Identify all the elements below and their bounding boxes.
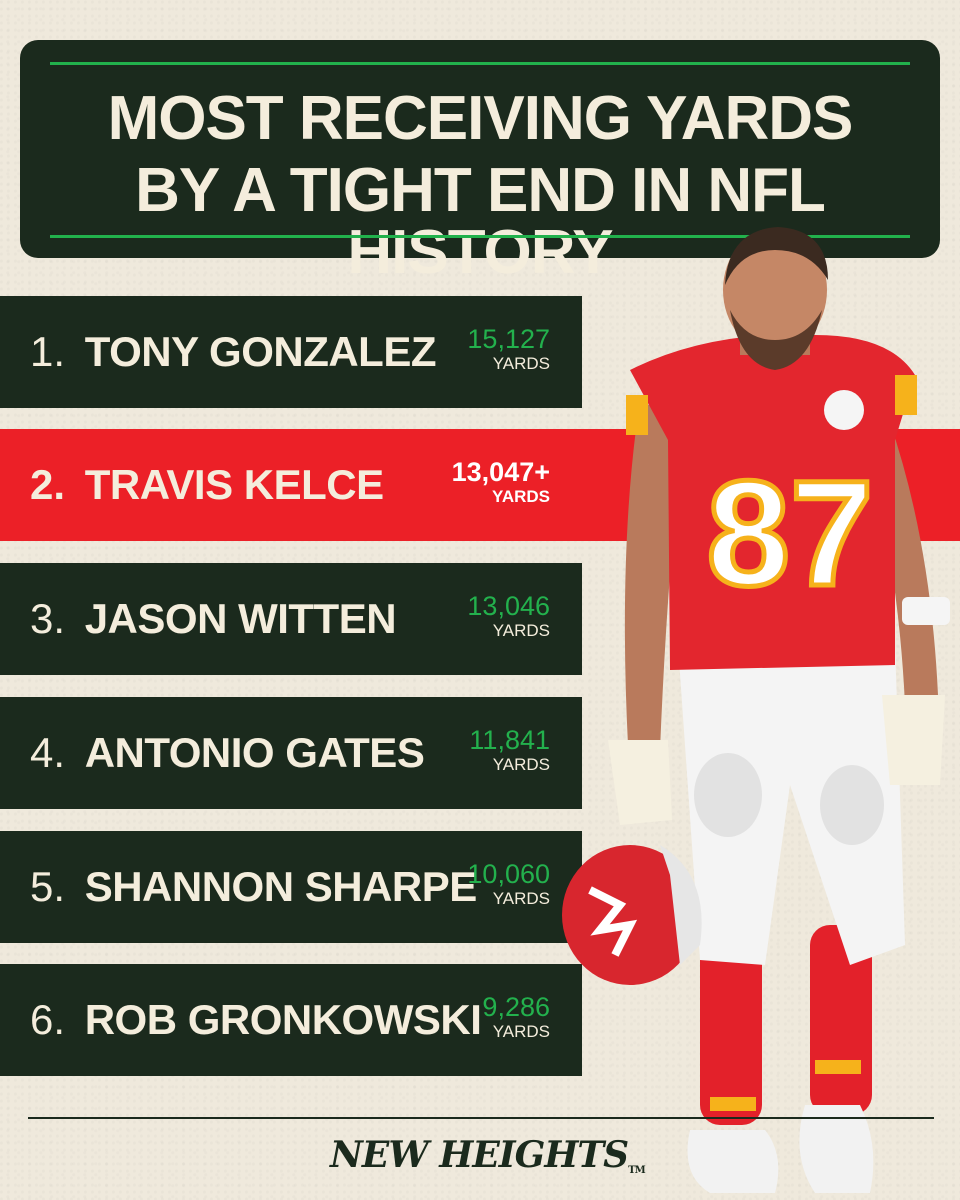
yards-unit: YARDS [492, 889, 550, 908]
ranking-row-5: 5. SHANNON SHARPE 10,060 YARDS [0, 831, 582, 943]
player-name: SHANNON SHARPE [84, 863, 478, 910]
ranking-player: 3. JASON WITTEN [30, 563, 397, 675]
rank-number: 4. [30, 729, 66, 776]
player-photo: 87 [562, 227, 950, 1193]
ranking-player: 6. ROB GRONKOWSKI [30, 964, 482, 1076]
jersey-number: 87 [707, 449, 874, 617]
player-head [723, 228, 827, 352]
facemask [660, 845, 702, 965]
player-name: JASON WITTEN [84, 595, 397, 642]
title-banner: MOST RECEIVING YARDS BY A TIGHT END IN N… [20, 40, 940, 284]
player-name: TONY GONZALEZ [84, 328, 437, 375]
yards-value: 9,286 [482, 992, 550, 1022]
title-bottom-rule [50, 235, 910, 238]
title-top-rule [50, 62, 910, 65]
yards-value: 13,046 [467, 591, 550, 621]
yards-unit: YARDS [492, 1022, 550, 1041]
wristband [902, 597, 950, 625]
yards-stat: 15,127 YARDS [467, 326, 550, 374]
ranking-player: 1. TONY GONZALEZ [30, 296, 437, 408]
yards-stat: 11,841 YARDS [469, 727, 550, 775]
ranking-row-1: 1. TONY GONZALEZ 15,127 YARDS [0, 296, 582, 408]
title-line-2: BY A TIGHT END IN NFL HISTORY [135, 156, 826, 287]
yards-stat: 13,046 YARDS [467, 593, 550, 641]
nfl-patch-icon [824, 390, 864, 430]
yards-value: 11,841 [469, 725, 550, 755]
brand-logo: NEW HEIGHTSTM [330, 1134, 646, 1176]
ranking-player: 2. TRAVIS KELCE [30, 429, 384, 541]
hair [725, 227, 828, 285]
rank-number: 1. [30, 328, 66, 375]
rank-number: 6. [30, 996, 66, 1043]
ranking-row-6: 6. ROB GRONKOWSKI 9,286 YARDS [0, 964, 582, 1076]
left-sock [700, 925, 762, 1125]
yards-unit: YARDS [492, 487, 550, 506]
title-line-1: MOST RECEIVING YARDS [107, 84, 854, 153]
player-name: TRAVIS KELCE [84, 461, 384, 508]
ranking-player: 5. SHANNON SHARPE [30, 831, 477, 943]
rank-number: 3. [30, 595, 66, 642]
ranking-row-4: 4. ANTONIO GATES 11,841 YARDS [0, 697, 582, 809]
pants [678, 645, 905, 965]
helmet [562, 845, 698, 985]
yards-value: 10,060 [467, 859, 550, 889]
ranking-player: 4. ANTONIO GATES [30, 697, 425, 809]
brand-name: NEW HEIGHTS [330, 1134, 629, 1176]
yards-unit: YARDS [492, 621, 550, 640]
beard [730, 310, 822, 370]
right-shoe [799, 1105, 874, 1193]
left-glove [608, 740, 672, 825]
chiefs-logo-icon [588, 886, 638, 957]
yards-unit: YARDS [492, 755, 550, 774]
yards-value: 13,047+ [451, 457, 550, 487]
footer-divider [28, 1117, 934, 1119]
yards-unit: YARDS [492, 354, 550, 373]
rank-number: 5. [30, 863, 66, 910]
rank-number: 2. [30, 461, 66, 508]
yards-stat: 13,047+ YARDS [424, 459, 550, 507]
player-name: ROB GRONKOWSKI [84, 996, 482, 1043]
right-glove [882, 695, 945, 785]
yards-stat: 9,286 YARDS [482, 994, 550, 1042]
yards-stat: 10,060 YARDS [467, 861, 550, 909]
left-shoe [687, 1130, 779, 1193]
player-name: ANTONIO GATES [84, 729, 425, 776]
trademark: TM [628, 1165, 645, 1176]
yards-value: 15,127 [467, 324, 550, 354]
ranking-row-3: 3. JASON WITTEN 13,046 YARDS [0, 563, 582, 675]
